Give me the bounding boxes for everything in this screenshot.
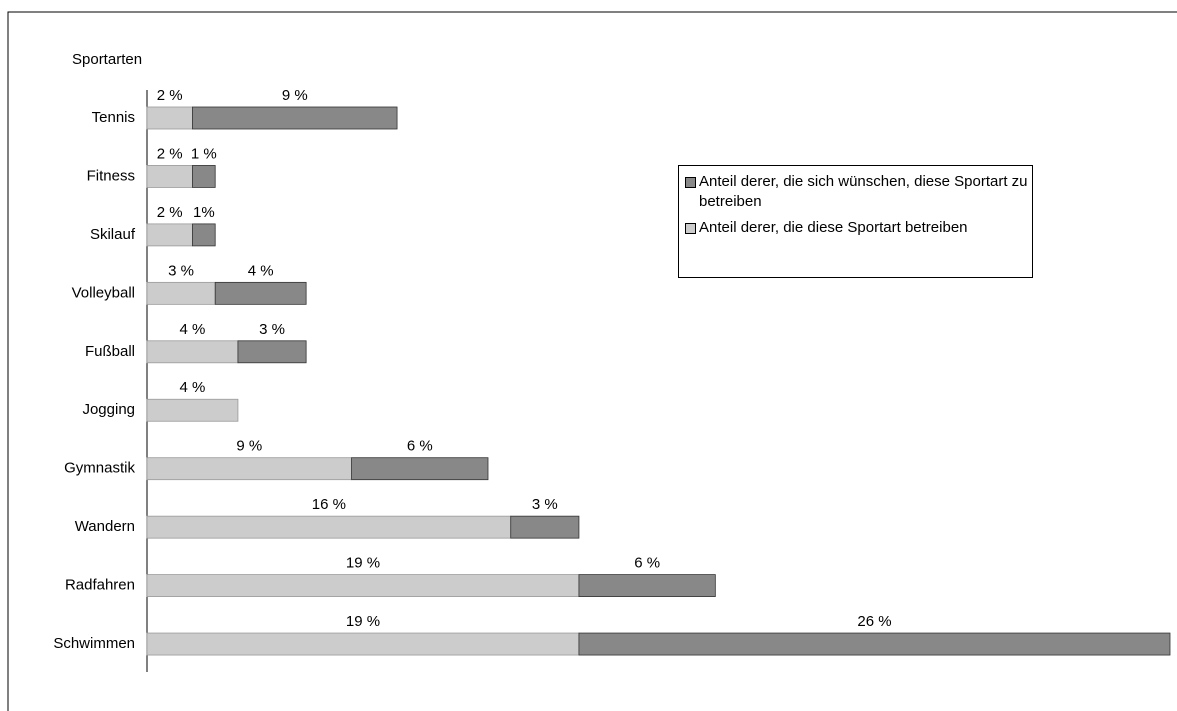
data-label: 3 % [259, 321, 285, 338]
bar-segment [146, 281, 216, 305]
bar-segment [192, 106, 398, 130]
data-label: 9 % [236, 438, 262, 455]
legend-swatch [685, 223, 696, 234]
data-label: 3 % [532, 496, 558, 513]
bar-segment [578, 632, 1171, 656]
bar-segment [146, 165, 193, 188]
legend-entry: Anteil derer, die sich wünschen, diese S… [683, 172, 1028, 212]
bar-segment [351, 457, 489, 481]
bar-segment [146, 398, 239, 422]
category-label: Fitness [87, 167, 135, 184]
data-label: 16 % [312, 496, 346, 513]
legend-label: Anteil derer, die sich wünschen, diese S… [699, 173, 1028, 210]
category-label: Wandern [75, 518, 135, 535]
category-label: Volleyball [72, 284, 135, 301]
legend-entry: Anteil derer, die diese Sportart betreib… [683, 218, 1028, 238]
bar-segment [146, 515, 512, 539]
category-label: Radfahren [65, 577, 135, 594]
bar-segment [146, 223, 193, 247]
legend-swatch [685, 177, 696, 188]
bar-segment [578, 574, 716, 597]
data-label: 4 % [180, 321, 206, 338]
data-label: 1 % [191, 145, 217, 162]
data-label: 26 % [857, 613, 891, 630]
category-label: Schwimmen [53, 635, 135, 652]
data-label: 2 % [157, 145, 183, 162]
category-label: Tennis [92, 109, 135, 126]
bar-segment [146, 106, 193, 130]
bar-segment [192, 223, 216, 247]
category-label: Gymnastik [64, 460, 135, 477]
bar-segment [510, 515, 580, 539]
data-label: 2 % [157, 204, 183, 221]
data-label: 19 % [346, 555, 380, 572]
data-label: 19 % [346, 613, 380, 630]
data-label: 2 % [157, 87, 183, 104]
bar-segment [146, 457, 353, 481]
bar-segment [146, 340, 239, 364]
data-label: 4 % [180, 379, 206, 396]
data-label: 6 % [634, 555, 660, 572]
category-label: Jogging [82, 401, 135, 418]
data-label: 1% [193, 204, 215, 221]
data-label: 3 % [168, 262, 194, 279]
legend-label: Anteil derer, die diese Sportart betreib… [699, 219, 968, 236]
bar-segment [237, 340, 307, 364]
axis-label: Sportarten [72, 51, 142, 68]
data-label: 4 % [248, 262, 274, 279]
bar-segment [146, 574, 580, 597]
bar-segment [192, 165, 216, 188]
category-label: Skilauf [90, 226, 136, 243]
bar-segment [146, 632, 580, 656]
bar-segment [214, 281, 307, 305]
legend: Anteil derer, die sich wünschen, diese S… [678, 165, 1033, 278]
frame [7, 11, 1177, 711]
data-label: 9 % [282, 87, 308, 104]
category-label: Fußball [85, 343, 135, 360]
data-label: 6 % [407, 438, 433, 455]
